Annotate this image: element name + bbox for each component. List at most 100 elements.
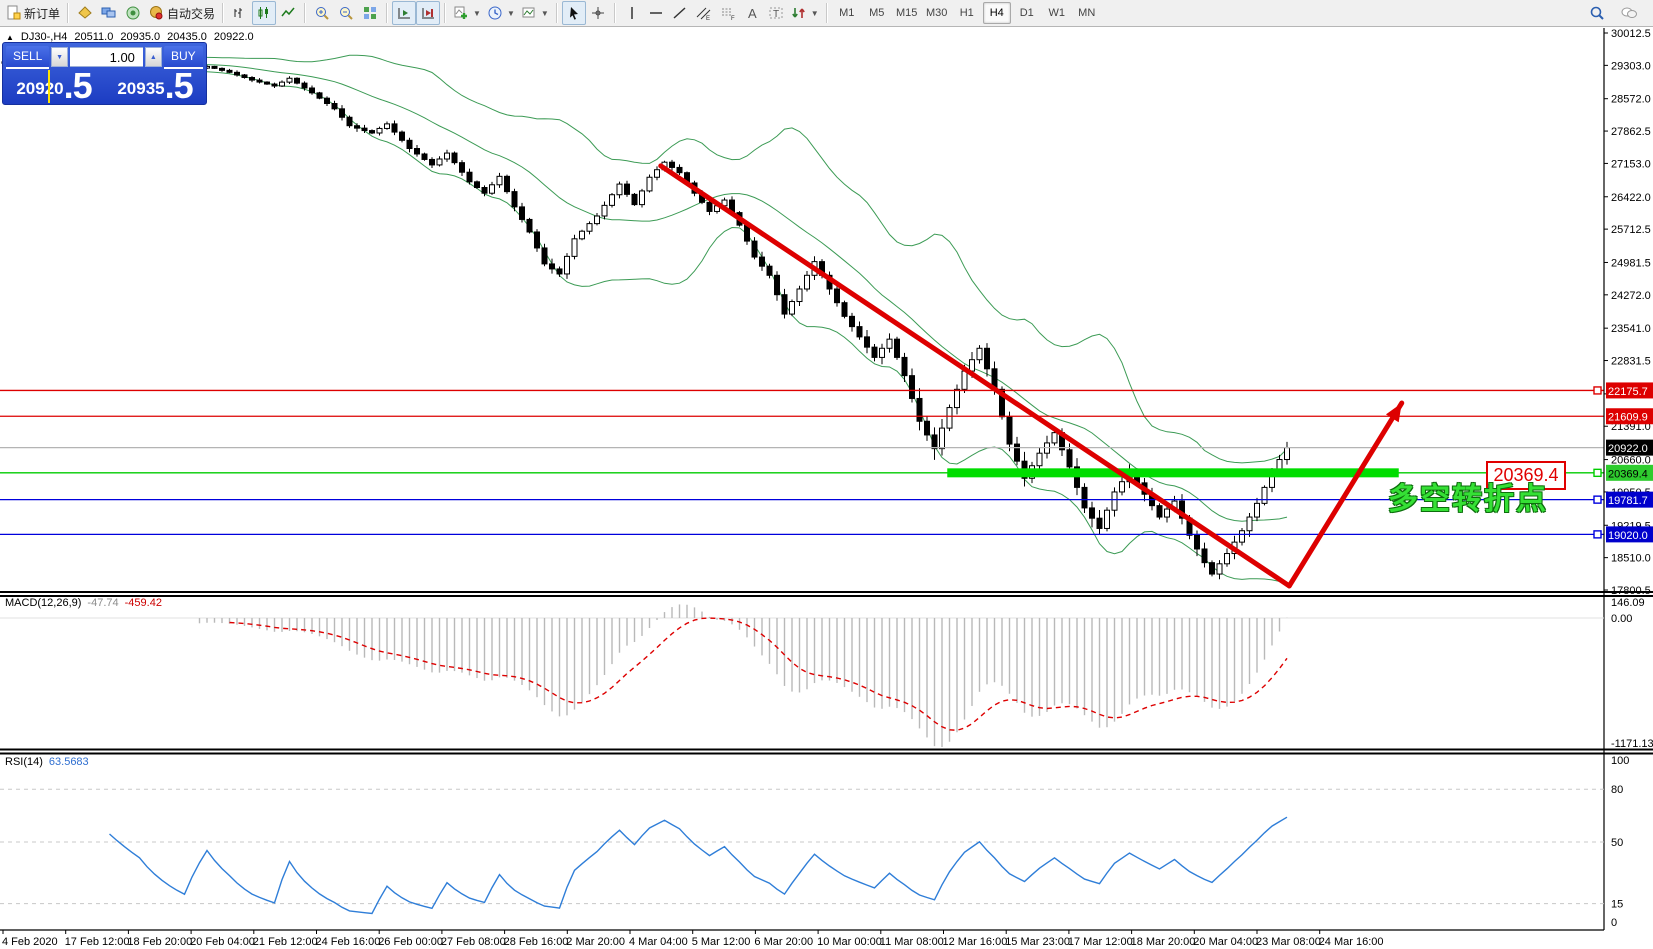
price-badge [1606, 526, 1653, 543]
text-button[interactable]: A [740, 1, 764, 25]
candle-body [219, 67, 225, 71]
equidistant-channel-button[interactable]: E [692, 1, 716, 25]
trend-line-down[interactable] [658, 163, 1292, 589]
candle-body [864, 336, 870, 348]
new-order-button[interactable]: 新订单 [2, 1, 63, 25]
hline-anchor[interactable] [1593, 495, 1602, 504]
candlestick-chart-button[interactable] [252, 1, 277, 25]
hline-anchor[interactable] [1593, 386, 1602, 395]
candle-body [909, 375, 915, 399]
chart-shift-button[interactable] [416, 1, 441, 25]
timeframe-h1-button[interactable]: H1 [959, 7, 974, 19]
sell-price[interactable]: 20920.5 [16, 65, 92, 106]
time-label: 17 Feb 12:00 [65, 936, 130, 948]
volume-decrease-button[interactable]: ▼ [51, 47, 69, 67]
buy-price[interactable]: 20935.5 [117, 65, 193, 106]
zoom-out-button[interactable] [334, 1, 358, 25]
zoomout-icon [340, 7, 353, 20]
price-tick-label: 30012.5 [1611, 28, 1651, 40]
toolbar-separator [386, 3, 389, 23]
price-tick-label: 17800.5 [1611, 585, 1651, 597]
support-zone[interactable] [947, 468, 1399, 478]
tile-windows-button[interactable] [358, 1, 382, 25]
candle-body [429, 158, 435, 166]
crosshair-button[interactable] [586, 1, 610, 25]
market-watch-button[interactable] [73, 1, 97, 25]
gold-icon [78, 6, 92, 19]
macd-axis-label: -1171.13 [1611, 738, 1653, 750]
new-order-button-label: 新订单 [24, 6, 61, 21]
trendline-icon [673, 7, 686, 19]
vertical-line-button[interactable] [620, 1, 644, 25]
price-tick-label: 28572.0 [1611, 94, 1651, 106]
trendline-button[interactable] [668, 1, 692, 25]
cursor-button[interactable] [561, 1, 586, 25]
sell-button[interactable]: SELL [6, 45, 50, 69]
timeframe-h4-button[interactable]: H4 [982, 2, 1011, 24]
price-axis: 30012.5 29303.0 28572.0 27862.5 27153.0 26422… [1604, 28, 1653, 597]
timeframe-m1-button[interactable]: M1 [839, 7, 855, 19]
timeframe-mn-button[interactable]: MN [1078, 7, 1096, 19]
arrows-button[interactable]: ▼ [788, 1, 822, 25]
candle-body [564, 255, 570, 275]
hline-anchor[interactable] [1593, 530, 1602, 539]
candle-body [331, 103, 338, 110]
hline-anchor[interactable] [1593, 468, 1602, 478]
candle-body [856, 326, 863, 338]
toolbar-group-3 [310, 0, 382, 27]
timeframe-m15-button[interactable]: M15 [896, 7, 918, 19]
horizontal-line-button[interactable] [644, 1, 668, 25]
candle-body [414, 148, 420, 155]
periods-button[interactable]: ▼ [484, 1, 518, 25]
candle-body [511, 191, 518, 208]
toolbar-right [1585, 1, 1651, 25]
candle-body [796, 288, 803, 303]
candle-body [871, 346, 878, 358]
candle-body [324, 97, 330, 105]
trend-arrow-up[interactable] [1286, 400, 1405, 589]
zoom-in-button[interactable] [310, 1, 334, 25]
buy-button[interactable]: BUY [163, 45, 203, 69]
macd-axis-label: 0.00 [1611, 613, 1632, 625]
text-label-button[interactable]: T [764, 1, 788, 25]
svg-text:E: E [706, 16, 710, 21]
timeframe-w1-button[interactable]: W1 [1048, 7, 1065, 19]
level-price-callout[interactable]: 20369.4 [1486, 461, 1566, 490]
auto-trading-button[interactable]: 自动交易 [145, 1, 218, 25]
strategy-signal-button[interactable] [121, 1, 145, 25]
auto-scroll-button[interactable] [392, 1, 417, 25]
rsi-axis-label: 0 [1611, 917, 1617, 929]
chat-button[interactable] [1617, 1, 1641, 25]
time-label: 20 Feb 04:00 [190, 936, 255, 948]
timeframe-d1-button[interactable]: D1 [1019, 7, 1034, 19]
bar-chart-button[interactable] [228, 1, 252, 25]
time-label: 18 Feb 20:00 [127, 936, 192, 948]
price-badge-label: 20922.0 [1608, 443, 1648, 455]
doc-icon [7, 5, 21, 20]
time-label: 27 Feb 08:00 [441, 936, 506, 948]
candle-body [586, 223, 593, 232]
turning-point-annotation[interactable]: 多空转折点 [1388, 483, 1548, 516]
search-button[interactable] [1585, 1, 1609, 25]
volume-increase-button[interactable]: ▲ [144, 47, 162, 67]
candle-body [849, 315, 855, 328]
bollinger-bands [4, 54, 1288, 586]
time-label: 4 Feb 2020 [2, 936, 58, 948]
toolbar-separator [304, 3, 307, 23]
candle-body [1224, 553, 1230, 565]
candle-body [976, 347, 983, 361]
timeframe-m30-button[interactable]: M30 [926, 7, 948, 19]
macd-label: MACD(12,26,9) -47.74 -459.42 [5, 597, 162, 609]
line-chart-button[interactable] [276, 1, 300, 25]
candle-body [234, 71, 240, 76]
candle-body [894, 338, 900, 358]
indicators-icon [454, 6, 468, 19]
fibonacci-button[interactable]: F [716, 1, 740, 25]
templates-button[interactable]: ▼ [518, 1, 552, 25]
timeframe-m5-button[interactable]: M5 [869, 7, 885, 19]
candle-body [1119, 481, 1125, 493]
indicators-button[interactable]: ▼ [450, 1, 484, 25]
data-window-button[interactable] [97, 1, 121, 25]
volume-input[interactable]: 1.00 [70, 47, 143, 67]
